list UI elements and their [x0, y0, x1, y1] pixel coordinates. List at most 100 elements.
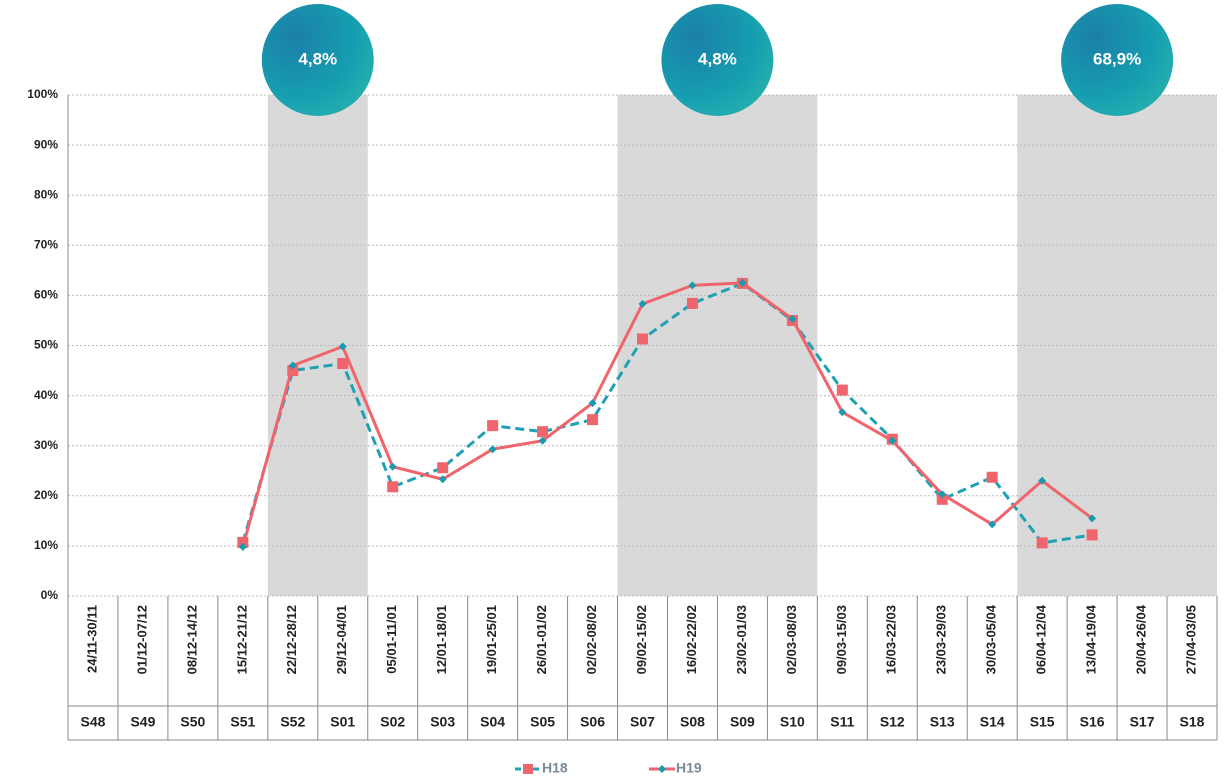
x-tick-label: S02: [380, 714, 405, 730]
x-tick-date: 02/02-08/02: [584, 605, 599, 674]
x-tick-label: S07: [630, 714, 655, 730]
x-tick-label: S15: [1030, 714, 1055, 730]
marker: [538, 436, 547, 445]
marker: [936, 493, 948, 505]
x-tick-label: S13: [930, 714, 955, 730]
bubble: [261, 4, 374, 116]
x-tick-date: 20/04-26/04: [1134, 604, 1149, 674]
marker: [488, 445, 497, 454]
marker: [437, 462, 449, 474]
x-tick-label: S12: [880, 714, 905, 730]
x-tick-label: S52: [280, 714, 305, 730]
marker: [1088, 514, 1097, 523]
y-tick-label: 30%: [34, 438, 58, 452]
x-tick-date: 23/03-29/03: [934, 605, 949, 674]
x-tick-date: 06/04-12/04: [1034, 604, 1049, 674]
marker: [637, 333, 648, 345]
marker: [1038, 476, 1047, 485]
x-tick-date: 22/12-28/12: [284, 605, 299, 674]
marker: [988, 520, 997, 529]
x-tick-date: 09/03-15/03: [834, 605, 849, 674]
marker: [487, 420, 499, 432]
legend-label: H19: [676, 760, 702, 776]
x-tick-date: 13/04-19/04: [1084, 604, 1099, 674]
x-tick-date: 01/12-07/12: [134, 605, 149, 674]
x-tick-label: S09: [730, 714, 755, 730]
x-tick-date: 23/02-01/03: [734, 605, 749, 674]
y-tick-label: 100%: [27, 87, 58, 101]
x-tick-label: S10: [780, 714, 805, 730]
x-tick-label: S01: [330, 714, 355, 730]
x-tick-label: S16: [1080, 714, 1105, 730]
y-tick-label: 70%: [34, 237, 58, 251]
x-tick-date: 24/11-30/11: [84, 605, 99, 673]
x-tick-date: 19/01-25/01: [484, 605, 499, 674]
y-tick-label: 80%: [34, 187, 58, 201]
marker: [836, 384, 848, 396]
marker: [388, 462, 397, 471]
x-tick-date: 29/12-04/01: [334, 605, 349, 674]
x-tick-date: 15/12-21/12: [234, 605, 249, 674]
y-tick-label: 20%: [34, 488, 58, 502]
x-tick-label: S50: [180, 714, 205, 730]
series-line: [241, 281, 1094, 548]
marker: [638, 299, 647, 308]
marker: [738, 278, 747, 287]
x-tick-label: S06: [580, 714, 605, 730]
marker: [287, 365, 299, 377]
marker: [838, 408, 847, 417]
x-tick-date: 08/12-14/12: [184, 605, 199, 674]
x-tick-label: S08: [680, 714, 705, 730]
marker: [986, 471, 998, 483]
x-tick-label: S03: [430, 714, 455, 730]
y-tick-label: 90%: [34, 137, 58, 151]
marker: [438, 475, 447, 484]
marker: [237, 536, 249, 548]
bubble-label: 4,8%: [698, 49, 737, 68]
x-tick-date: 05/01-11/01: [384, 605, 399, 674]
x-tick-label: S49: [130, 714, 155, 730]
x-tick-date: 26/01-01/02: [534, 605, 549, 674]
marker: [338, 342, 347, 351]
x-tick-date: 16/03-22/03: [884, 605, 899, 674]
marker: [337, 358, 349, 370]
x-tick-label: S11: [830, 714, 854, 730]
bubble-label: 4,8%: [298, 49, 337, 68]
marker: [688, 281, 697, 290]
y-tick-label: 40%: [34, 388, 58, 402]
marker: [686, 297, 698, 309]
x-tick-date: 02/03-08/03: [784, 605, 799, 674]
x-tick-date: 12/01-18/01: [434, 605, 449, 674]
bubble-label: 68,9%: [1093, 49, 1141, 68]
x-tick-label: S05: [530, 714, 555, 730]
x-tick-label: S51: [230, 714, 255, 730]
legend-label: H18: [542, 760, 568, 776]
bubble: [661, 4, 774, 116]
marker: [1086, 529, 1098, 541]
marker: [888, 436, 897, 445]
legend-marker: [523, 764, 533, 774]
marker: [788, 314, 797, 323]
marker: [938, 490, 947, 499]
y-tick-label: 0%: [41, 588, 59, 602]
marker: [387, 481, 399, 493]
marker: [537, 426, 549, 438]
x-tick-date: 30/03-05/04: [984, 604, 999, 674]
x-tick-date: 27/04-03/05: [1183, 605, 1198, 674]
marker: [288, 361, 297, 370]
series-line: [241, 281, 1093, 545]
x-tick-label: S14: [980, 714, 1005, 730]
bubble: [1061, 4, 1174, 116]
marker: [587, 414, 599, 426]
x-tick-date: 09/02-15/02: [634, 605, 649, 674]
legend-marker: [658, 765, 666, 773]
x-tick-label: S48: [81, 714, 106, 730]
marker: [588, 399, 597, 408]
y-tick-label: 50%: [34, 338, 58, 352]
x-tick-date: 16/02-22/02: [684, 605, 699, 674]
x-tick-label: S04: [480, 714, 505, 730]
y-tick-label: 10%: [34, 538, 58, 552]
x-tick-label: S17: [1130, 714, 1155, 730]
y-tick-label: 60%: [34, 288, 58, 302]
